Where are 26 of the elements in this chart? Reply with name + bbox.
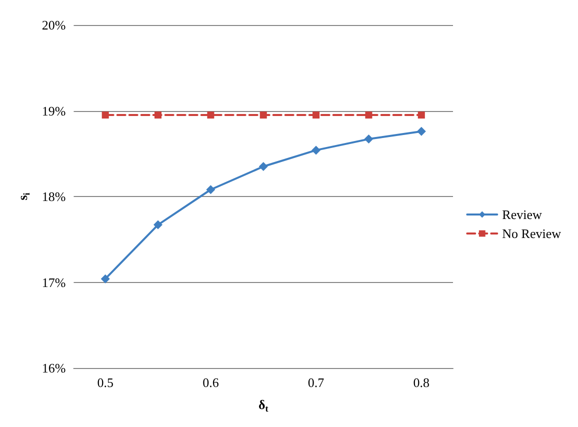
point <box>260 112 267 119</box>
point <box>207 112 214 119</box>
y-tick-label: 19% <box>42 103 66 118</box>
point <box>102 112 109 119</box>
point <box>416 126 426 136</box>
point <box>100 274 110 284</box>
x-tick-label: 0.8 <box>413 375 430 390</box>
legend-label: No Review <box>502 226 562 241</box>
point <box>365 112 372 119</box>
y-tick-label: 20% <box>42 18 66 32</box>
y-axis-title: si <box>15 192 32 200</box>
x-tick-label: 0.6 <box>202 375 220 390</box>
point <box>364 134 374 144</box>
y-tick-label: 16% <box>42 360 66 376</box>
y-tick-label: 17% <box>42 274 66 290</box>
point <box>206 185 216 194</box>
point <box>418 112 425 119</box>
point <box>154 112 162 119</box>
x-tick-label: 0.5 <box>97 375 114 390</box>
x-tick-label: 0.7 <box>308 375 325 390</box>
legend-label: Review <box>502 207 542 222</box>
point <box>312 146 321 155</box>
point <box>258 162 268 171</box>
y-tick-label: 18% <box>42 189 66 204</box>
point <box>154 220 163 230</box>
point <box>312 112 320 119</box>
